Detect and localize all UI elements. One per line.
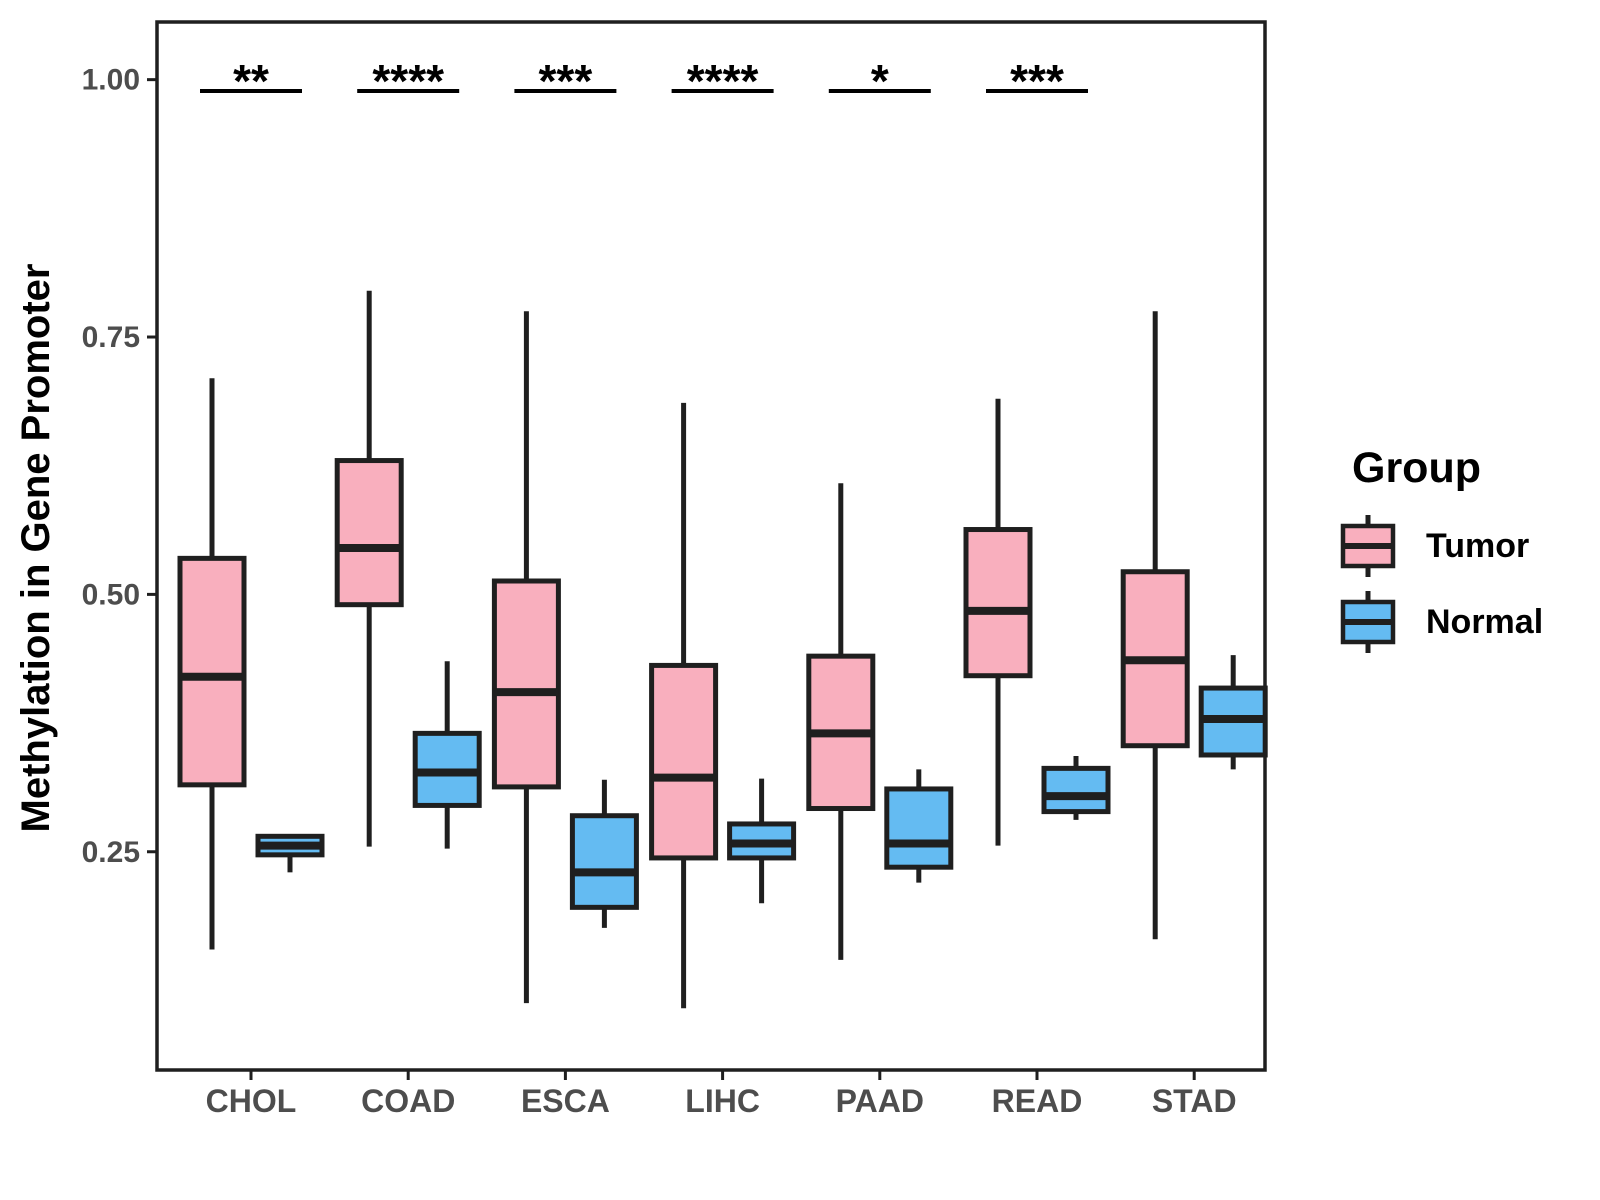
significance-label-read: *** (1010, 55, 1064, 107)
x-tick-label: LIHC (685, 1083, 760, 1119)
box-paad-normal (884, 786, 954, 870)
box-chol-tumor (177, 555, 247, 788)
box-esca-normal (569, 813, 639, 910)
box-lihc-tumor (649, 662, 719, 861)
panel-border (155, 20, 1267, 1072)
y-axis-title: Methylation in Gene Promoter (14, 263, 58, 833)
legend-item-tumor: Tumor (1336, 511, 1598, 581)
legend-items: Tumor Normal (1328, 511, 1598, 657)
x-tick-label: READ (992, 1083, 1083, 1119)
boxplot-key-icon (1340, 515, 1396, 577)
box-esca-tumor (491, 578, 561, 790)
box-read-tumor (963, 527, 1033, 679)
x-tick-label: CHOL (206, 1083, 297, 1119)
significance-label-esca: *** (539, 55, 593, 107)
x-tick-label: STAD (1152, 1083, 1237, 1119)
y-tick-label: 0.25 (82, 836, 140, 869)
y-tick-label: 1.00 (82, 64, 140, 97)
x-tick-label: ESCA (521, 1083, 610, 1119)
significance-label-paad: * (871, 55, 889, 107)
significance-label-coad: **** (372, 55, 444, 107)
x-tick-label: COAD (361, 1083, 455, 1119)
box-coad-tumor (334, 458, 404, 608)
legend-label: Tumor (1426, 526, 1530, 565)
significance-label-lihc: **** (687, 55, 759, 107)
box-read-normal (1041, 765, 1111, 815)
boxplot-key-icon (1340, 591, 1396, 653)
legend: Group Tumor Normal (1328, 444, 1598, 663)
y-tick-label: 0.50 (82, 578, 140, 611)
y-tick-label: 0.75 (82, 321, 140, 354)
x-tick-label: PAAD (836, 1083, 924, 1119)
legend-title: Group (1352, 444, 1481, 492)
legend-label: Normal (1426, 602, 1544, 641)
significance-label-chol: ** (233, 55, 269, 107)
legend-item-normal: Normal (1336, 587, 1598, 657)
